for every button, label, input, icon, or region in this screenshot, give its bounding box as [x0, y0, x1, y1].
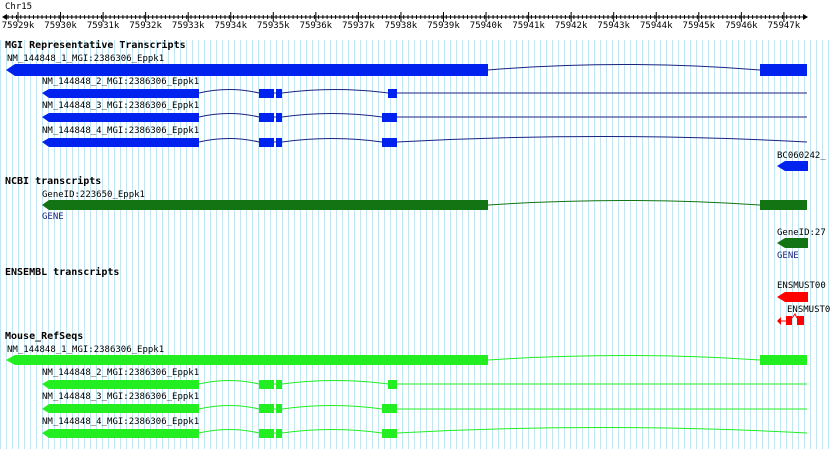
strand-arrow-icon [777, 317, 781, 325]
transcript-feature[interactable] [777, 313, 804, 325]
gene-type-label: GENE [777, 251, 799, 261]
ncbi-track [42, 200, 808, 248]
ruler-tick-label: 75933k [171, 21, 205, 31]
transcript-label[interactable]: NM_144848_3_MGI:2386306_Eppk1 [42, 101, 200, 111]
transcript-feature[interactable] [777, 161, 808, 171]
track-title-refseq: Mouse_RefSeqs [5, 331, 84, 342]
ruler-tick-label: 75935k [257, 21, 290, 31]
ruler-tick-label: 75945k [682, 21, 716, 31]
refseq-track [6, 355, 808, 439]
ruler: Chr15 75929k 75930k 75931k 75932k 75933k 7593… [0, 0, 831, 40]
transcript-label[interactable]: NM_144848_1_MGI:2386306_Eppk1 [7, 345, 165, 355]
ruler-tick-label: 75946k [725, 21, 758, 31]
transcript-feature[interactable] [777, 292, 808, 302]
track-title-ensembl: ENSEMBL transcripts [5, 267, 120, 278]
transcript-feature[interactable] [42, 113, 807, 122]
transcript-label[interactable]: NM_144848_4_MGI:2386306_Eppk1 [42, 417, 200, 427]
transcript-feature[interactable] [42, 427, 808, 439]
track-title-mgi: MGI Representative Transcripts [5, 40, 186, 51]
gene-feature[interactable] [42, 200, 807, 210]
gene-label[interactable]: GeneID:27 [777, 228, 826, 238]
ruler-tick-label: 75942k [554, 21, 588, 31]
ruler-tick-label: 75938k [384, 21, 418, 31]
transcript-feature[interactable] [6, 64, 807, 76]
ruler-axis [2, 12, 808, 22]
transcript-label[interactable]: BC060242_ [777, 151, 826, 161]
transcript-label[interactable]: NM_144848_3_MGI:2386306_Eppk1 [42, 392, 200, 402]
ruler-tick-label: 75941k [512, 21, 545, 31]
transcript-feature[interactable] [42, 380, 807, 389]
ruler-left-arrow-icon [2, 14, 7, 20]
ensembl-track [777, 292, 808, 325]
transcript-feature[interactable] [42, 404, 807, 413]
transcript-label[interactable]: NM_144848_2_MGI:2386306_Eppk1 [42, 368, 200, 378]
transcript-feature[interactable] [42, 136, 808, 148]
ruler-tick-label: 75940k [469, 21, 503, 31]
ruler-tick-label: 75947k [767, 21, 801, 31]
transcript-label[interactable]: NM_144848_1_MGI:2386306_Eppk1 [7, 54, 165, 64]
transcript-label[interactable]: NM_144848_4_MGI:2386306_Eppk1 [42, 126, 200, 136]
mgi-track [6, 64, 808, 171]
gene-label[interactable]: GeneID:223650_Eppk1 [42, 190, 145, 200]
track-title-ncbi: NCBI transcripts [5, 176, 102, 187]
ruler-tick-label: 75943k [597, 21, 630, 31]
ruler-tick-label: 75930k [44, 21, 77, 31]
ruler-tick-label: 75931k [86, 21, 120, 31]
ruler-tick-label: 75937k [342, 21, 375, 31]
ruler-right-arrow-icon [803, 14, 808, 20]
ruler-tick-label: 75944k [639, 21, 673, 31]
ruler-tick-label: 75929k [1, 21, 35, 31]
transcript-label[interactable]: ENSMUST00 [777, 281, 826, 291]
ruler-tick-label: 75932k [129, 21, 162, 31]
gene-type-label: GENE [42, 212, 64, 222]
transcript-feature[interactable] [6, 355, 807, 365]
chromosome-label: Chr15 [5, 2, 33, 12]
gene-feature[interactable] [777, 238, 808, 248]
ruler-tick-label: 75934k [214, 21, 248, 31]
ruler-tick-label: 75939k [427, 21, 460, 31]
transcript-feature[interactable] [42, 89, 807, 98]
transcript-label[interactable]: ENSMUST0 [787, 305, 831, 315]
transcript-label[interactable]: NM_144848_2_MGI:2386306_Eppk1 [42, 77, 200, 87]
ruler-tick-label: 75936k [299, 21, 333, 31]
